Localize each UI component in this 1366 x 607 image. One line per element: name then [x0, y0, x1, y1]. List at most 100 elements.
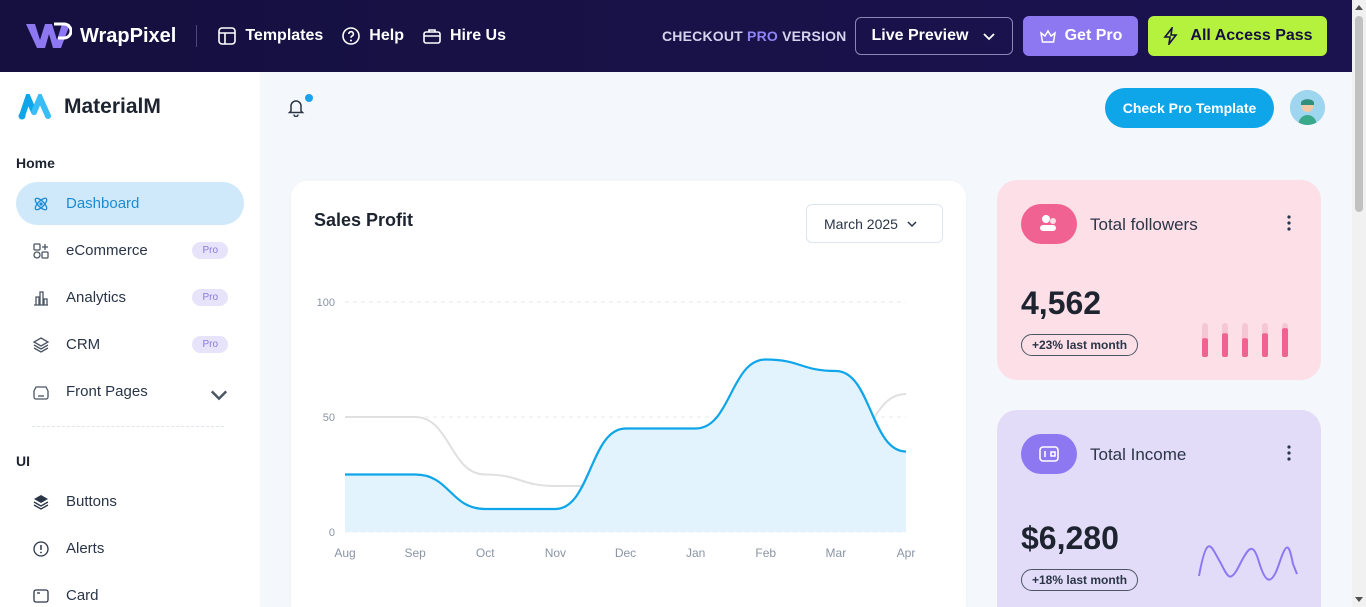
- help-circle-icon: [342, 27, 361, 45]
- x-tick-label: Apr: [897, 546, 916, 560]
- followers-title: Total followers: [1090, 215, 1198, 234]
- get-pro-label: Get Pro: [1064, 27, 1123, 44]
- all-access-label: All Access Pass: [1190, 27, 1313, 44]
- apps-icon: [33, 242, 49, 259]
- x-tick-label: Dec: [615, 546, 636, 560]
- series-1-area: [345, 359, 906, 532]
- ui-section-label: UI: [16, 453, 30, 469]
- scroll-down-arrow[interactable]: [1355, 597, 1363, 602]
- scroll-up-arrow[interactable]: [1355, 5, 1363, 10]
- sidebar-item-alerts[interactable]: Alerts: [16, 527, 244, 570]
- x-tick-label: Jan: [686, 546, 705, 560]
- nav-hire-us[interactable]: Hire Us: [422, 26, 506, 46]
- nav-templates[interactable]: Templates: [217, 26, 323, 46]
- nav-hire-us-label: Hire Us: [449, 27, 506, 44]
- checkout-pro-link[interactable]: CHECKOUT PRO VERSION: [662, 28, 847, 44]
- pro-badge: Pro: [192, 289, 228, 306]
- sidebar: MaterialM Home Dashboard eCommerce Pro A…: [0, 72, 260, 607]
- bolt-icon: [1163, 27, 1179, 45]
- sidebar-item-card[interactable]: Card: [16, 574, 244, 607]
- sidebar-item-label: Dashboard: [66, 195, 140, 212]
- x-tick-label: Oct: [476, 546, 495, 560]
- period-select[interactable]: March 2025: [806, 204, 943, 243]
- x-tick-label: Feb: [755, 546, 776, 560]
- nav-help-label: Help: [369, 27, 404, 44]
- sidebar-item-label: Analytics: [66, 289, 127, 306]
- income-value: $6,280: [1021, 520, 1119, 556]
- sidebar-item-analytics[interactable]: Analytics Pro: [16, 276, 244, 319]
- materialm-logo-icon: [18, 94, 51, 120]
- user-avatar-icon: [1290, 90, 1325, 125]
- checkout-pro: PRO: [747, 28, 778, 44]
- card-icon: [33, 588, 49, 603]
- sales-profit-card: Sales Profit March 2025 0 50 100 Aug Sep Oct N…: [291, 181, 966, 607]
- total-income-card: Total Income $6,280 +18% last month: [997, 410, 1321, 607]
- get-pro-button[interactable]: Get Pro: [1023, 16, 1138, 56]
- total-followers-card: Total followers 4,562 +23% last month: [997, 180, 1321, 380]
- scroll-thumb[interactable]: [1355, 16, 1363, 212]
- more-vertical-icon[interactable]: [1287, 215, 1291, 231]
- topbar-divider: [196, 25, 198, 47]
- sidebar-item-label: Buttons: [66, 493, 117, 510]
- sales-profit-chart: 0 50 100 Aug Sep Oct Nov Dec Jan Feb Mar Apr: [317, 297, 916, 560]
- mini-bar: [1202, 338, 1208, 357]
- mini-bar: [1222, 333, 1228, 357]
- mini-bar: [1262, 333, 1268, 357]
- y-tick-label: 50: [323, 412, 335, 424]
- wallet-icon: [1039, 446, 1059, 462]
- wrappixel-logo[interactable]: WrapPixel: [24, 22, 176, 50]
- chart-bar-icon: [34, 290, 48, 306]
- sales-profit-title: Sales Profit: [314, 210, 414, 230]
- income-title: Total Income: [1090, 445, 1187, 464]
- sidebar-item-dashboard[interactable]: Dashboard: [16, 182, 244, 225]
- chevron-down-icon: [983, 33, 996, 41]
- check-pro-template-button[interactable]: Check Pro Template: [1105, 88, 1274, 128]
- page-scrollbar[interactable]: [1352, 0, 1366, 607]
- all-access-pass-button[interactable]: All Access Pass: [1148, 16, 1327, 56]
- sidebar-item-label: Card: [66, 587, 99, 604]
- x-tick-label: Sep: [404, 546, 426, 560]
- bell-icon[interactable]: [286, 97, 306, 117]
- nav-templates-label: Templates: [245, 27, 324, 44]
- sidebar-item-label: Front Pages: [66, 383, 148, 400]
- more-vertical-icon[interactable]: [1287, 445, 1291, 461]
- layout-icon: [218, 27, 237, 45]
- notification-dot: [305, 94, 313, 102]
- stack-icon: [33, 494, 49, 510]
- live-preview-button[interactable]: Live Preview: [855, 17, 1013, 55]
- income-icon-pill: [1021, 434, 1077, 474]
- period-select-value: March 2025: [824, 215, 898, 232]
- x-tick-label: Nov: [545, 546, 566, 560]
- y-tick-label: 100: [317, 297, 335, 309]
- sidebar-item-label: CRM: [66, 336, 101, 353]
- followers-change-chip: +23% last month: [1021, 334, 1139, 356]
- mini-bar: [1282, 328, 1288, 357]
- briefcase-icon: [423, 29, 441, 44]
- pro-badge: Pro: [192, 336, 228, 353]
- income-change-chip: +18% last month: [1021, 569, 1139, 591]
- sidebar-item-buttons[interactable]: Buttons: [16, 480, 244, 523]
- alert-circle-icon: [33, 540, 49, 557]
- pro-badge: Pro: [192, 242, 228, 259]
- x-tick-label: Aug: [334, 546, 355, 560]
- followers-icon-pill: [1021, 204, 1077, 244]
- wrappixel-logo-icon: [26, 22, 72, 48]
- avatar[interactable]: [1290, 90, 1325, 125]
- sidebar-item-label: eCommerce: [66, 242, 148, 259]
- sidebar-item-front-pages[interactable]: Front Pages: [16, 370, 244, 413]
- nav-help[interactable]: Help: [341, 26, 404, 46]
- sidebar-item-ecommerce[interactable]: eCommerce Pro: [16, 229, 244, 272]
- live-preview-label: Live Preview: [871, 27, 969, 44]
- crown-icon: [1039, 29, 1056, 43]
- layers-icon: [32, 336, 50, 353]
- mini-bar: [1242, 338, 1248, 357]
- checkout-suffix: VERSION: [777, 28, 847, 44]
- x-tick-label: Mar: [826, 546, 847, 560]
- chevron-down-icon: [907, 220, 917, 227]
- sidebar-divider: [32, 426, 224, 427]
- sidebar-item-crm[interactable]: CRM Pro: [16, 323, 244, 366]
- series-1-line: [345, 358, 907, 511]
- sidebar-item-label: Alerts: [66, 540, 105, 557]
- materialm-logo[interactable]: MaterialM: [18, 94, 161, 120]
- wrappixel-brand-text: WrapPixel: [80, 24, 177, 47]
